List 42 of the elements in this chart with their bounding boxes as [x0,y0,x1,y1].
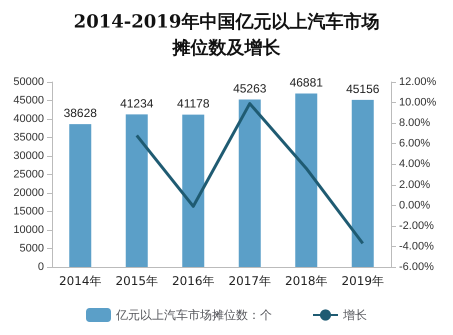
y2-tick-label: -2.00% [399,220,434,232]
y2-tick-label: 10.00% [399,96,437,109]
bar [295,94,318,267]
x-tick-label: 2019年 [341,274,384,288]
y-tick-label: 25000 [13,168,44,180]
bar [352,100,374,267]
y2-tick-label: -4.00% [399,240,434,252]
y2-tick-label: 8.00% [399,117,430,130]
y2-tick-label: 2.00% [399,178,430,191]
bar [69,124,92,267]
y-tick-label: 40000 [13,113,44,125]
x-tick-label: 2018年 [284,274,328,288]
x-tick-label: 2015年 [115,274,158,288]
y-tick-label: 10000 [13,224,44,236]
data-label: 45263 [233,82,267,96]
data-label: 45156 [346,82,380,96]
y-tick-label: 15000 [13,206,44,218]
data-label: 46881 [290,76,324,90]
y2-tick-label: -6.00% [399,261,434,273]
y-tick-label: 20000 [13,187,44,199]
y-tick-label: 5000 [20,242,44,254]
y2-tick-label: 4.00% [399,158,430,170]
y-tick-label: 50000 [13,76,44,88]
x-tick-label: 2014年 [58,274,102,288]
y2-tick-label: 6.00% [399,138,430,150]
x-tick-label: 2017年 [228,274,272,288]
y-tick-label: 30000 [13,150,44,162]
y-tick-label: 45000 [13,94,44,106]
bar [182,114,204,267]
y-tick-label: 0 [38,261,44,273]
y2-tick-label: 0.00% [399,199,430,212]
data-label: 41178 [177,96,210,111]
bar [238,100,261,267]
legend-label: 亿元以上汽车市场摊位数：个 [115,308,272,322]
chart-title: 2014-2019年中国亿元以上汽车市场摊位数及增长 [74,12,380,58]
y2-tick-label: 12.00% [399,76,437,88]
x-tick-label: 2016年 [172,274,215,288]
data-label: 38628 [64,106,98,120]
bar [126,114,148,267]
data-label: 41234 [120,96,154,110]
y-tick-label: 35000 [13,132,44,144]
legend-label: 增长 [342,308,367,322]
